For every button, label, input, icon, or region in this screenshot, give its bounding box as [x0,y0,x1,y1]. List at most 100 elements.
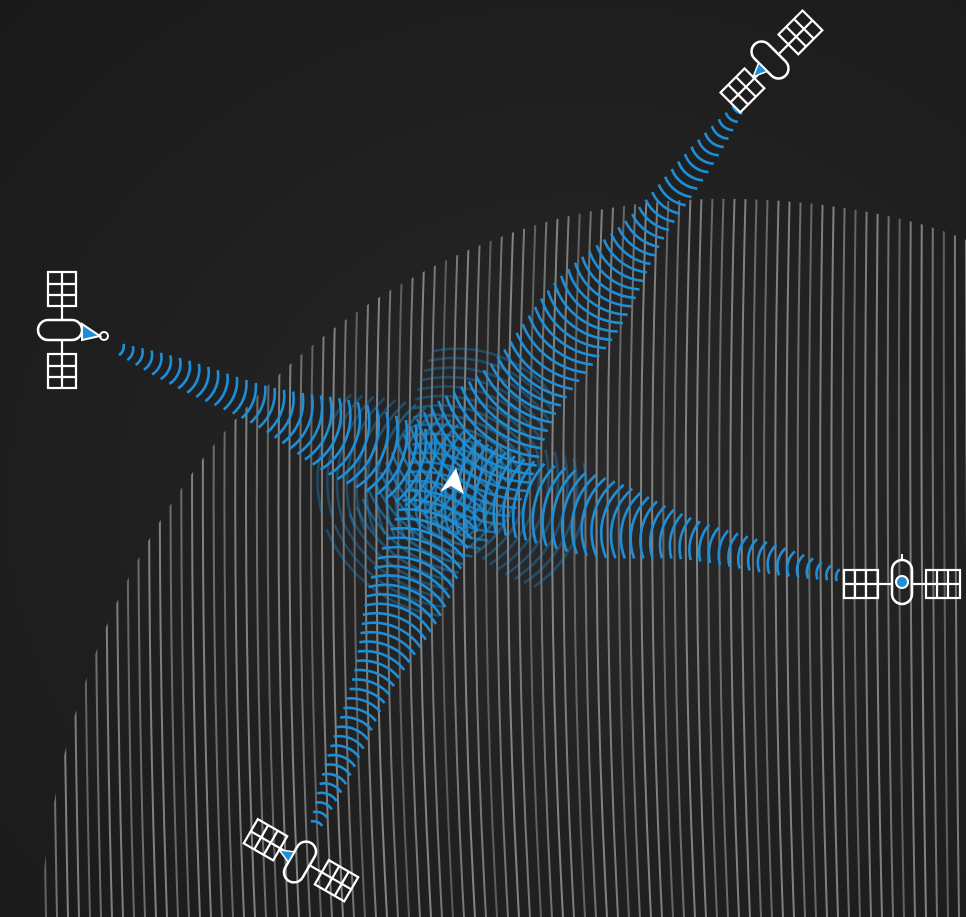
signal-wave-icon [663,176,692,199]
globe-line [909,198,916,917]
signal-wave-icon [609,233,651,266]
signal-wave-icon [437,400,534,476]
signal-wave-icon [222,376,239,411]
globe-line [617,198,630,917]
globe-line [864,198,872,917]
signal-wave-icon [533,306,600,358]
signal-wave-icon [617,226,656,257]
signal-wave-icon [488,447,541,566]
signal-wave-icon [481,447,532,560]
globe-icon [40,198,966,917]
globe-line [606,198,619,917]
signal-wave-icon [717,529,730,566]
signal-wave-icon [126,345,135,362]
signal-wave-icon [345,407,380,485]
signal-wave-icon [385,536,463,570]
signal-wave-icon [756,540,768,573]
signal-wave-icon [746,538,759,571]
signal-wave-icon [573,262,632,308]
signal-wave-icon [509,340,573,391]
signal-wave-icon [319,399,352,471]
signal-wave-icon [373,564,451,599]
signal-wave-icon [776,547,787,576]
signal-wave-icon [697,523,711,562]
signal-wave-icon [404,414,444,538]
globe-line [920,198,927,917]
signal-wave-icon [657,183,687,207]
signal-wave-icon [595,244,644,283]
signal-wave-icon [289,393,314,450]
globe-line [506,198,520,917]
signal-wave-icon [381,545,459,580]
signal-wave-icon [551,469,577,550]
signal-wave-icon [407,479,486,513]
globe-line [695,198,707,917]
signal-wave-icon [328,401,362,476]
globe-line [212,198,223,917]
signal-wave-icon [336,725,369,741]
signal-wave-icon [365,401,407,533]
globe-line [277,198,289,917]
globe-line [763,198,773,917]
signal-wave-icon [533,462,588,588]
globe-line [662,198,674,917]
globe-line [740,198,751,917]
signal-wave-icon [703,132,724,149]
signal-wave-icon [304,396,333,461]
signal-wave-icon [678,516,692,560]
signal-wave-icon [658,508,675,559]
globe-line [126,198,135,917]
signal-wave-icon [356,659,401,679]
signal-wave-icon [523,458,579,585]
signal-wave-icon [151,352,163,376]
signal-wave-icon [394,410,436,538]
signal-wave-icon [527,315,593,366]
signal-wave-icon [159,354,173,381]
signal-wave-icon [707,526,720,564]
signal-wave-icon [489,363,557,416]
signal-wave-icon [609,487,634,559]
signal-wave-icon [644,199,675,224]
signal-wave-icon [384,406,427,537]
satellite-icon [237,812,363,912]
signal-wave-icon [504,451,560,576]
globe-line [875,198,883,917]
signal-wave-icon [118,343,126,357]
signal-wave-icon [492,455,516,535]
signal-wave-icon [412,432,514,477]
signal-wave-icon [349,687,386,704]
globe-line [931,198,938,917]
signal-wave-icon [624,220,660,249]
globe-line [40,198,47,917]
globe-line [158,198,168,917]
signal-wave-icon [580,256,636,300]
signal-wave-icon [724,112,738,124]
signal-wave-icon [134,347,144,366]
signal-wave-icon [676,160,704,182]
globe-line [255,198,267,917]
signal-wave-icon [688,520,701,561]
signal-wave-icon [546,290,613,342]
globe-line [147,198,157,917]
globe-line [484,198,498,917]
globe-line [830,198,839,917]
globe-line [841,198,850,917]
signal-wave-icon [330,744,361,759]
signal-wave-icon [411,441,508,483]
globe-line [180,198,190,917]
signal-wave-icon [373,480,473,558]
signal-wave-icon [195,366,211,399]
signal-wave-icon [324,763,352,777]
signal-wave-icon [411,460,496,497]
globe-line [310,198,322,917]
globe-line [266,198,278,917]
signal-wave-icon [690,146,714,165]
signal-wave-icon [570,474,597,555]
globe-line [673,198,685,917]
signal-wave-icon [346,697,382,713]
signal-wave-icon [314,801,333,811]
globe-line [191,198,201,917]
signal-wave-icon [354,668,396,687]
signal-wave-icon [266,389,286,434]
globe-line [201,198,212,917]
